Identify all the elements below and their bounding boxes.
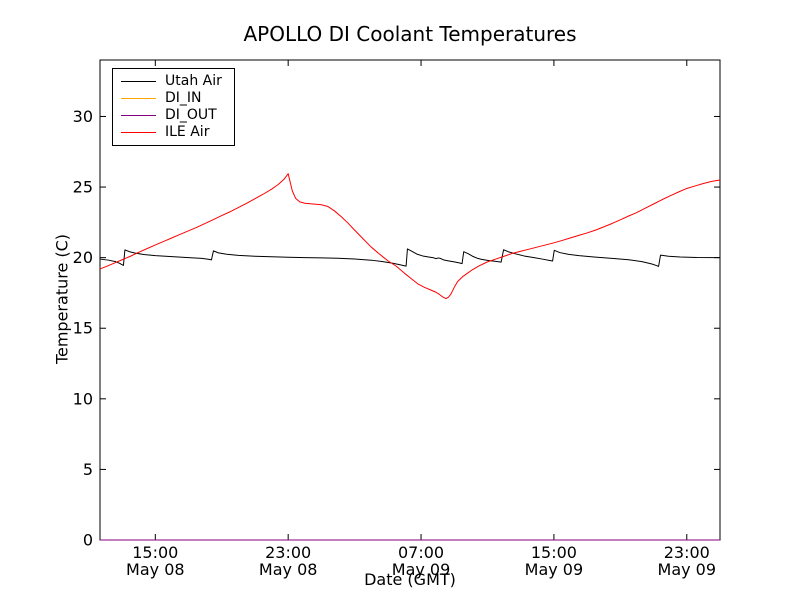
y-axis-label: Temperature (C) <box>52 233 72 365</box>
legend-label: Utah Air <box>165 73 222 89</box>
x-tick-label-date: May 08 <box>126 560 185 579</box>
y-tick-label: 25 <box>73 178 93 197</box>
x-tick-label-date: May 09 <box>525 560 584 579</box>
y-tick-label: 10 <box>73 389 93 408</box>
y-tick-label: 20 <box>73 248 93 267</box>
x-tick-label-date: May 09 <box>392 560 451 579</box>
legend: Utah Air DI_IN DI_OUT ILE Air <box>112 68 235 146</box>
x-tick-label-time: 23:00 <box>664 543 710 562</box>
legend-item-ile-air: ILE Air <box>121 124 222 140</box>
x-tick-label-time: 15:00 <box>132 543 178 562</box>
legend-line-sample-utah-air <box>121 80 156 82</box>
legend-item-utah-air: Utah Air <box>121 73 222 89</box>
y-tick-label: 15 <box>73 319 93 338</box>
x-tick-label-date: May 08 <box>259 560 318 579</box>
legend-line-sample-di-in <box>121 97 156 99</box>
legend-label: DI_IN <box>165 90 202 106</box>
x-tick-label-date: May 09 <box>658 560 717 579</box>
legend-label: ILE Air <box>165 124 210 140</box>
series-line-utah-air <box>99 248 721 267</box>
legend-line-sample-di-out <box>121 114 156 116</box>
legend-item-di-in: DI_IN <box>121 90 222 106</box>
legend-item-di-out: DI_OUT <box>121 107 222 123</box>
x-axis-label: Date (GMT) <box>364 570 456 589</box>
legend-label: DI_OUT <box>165 107 217 123</box>
y-tick-label: 30 <box>73 107 93 126</box>
chart-title: APOLLO DI Coolant Temperatures <box>243 22 577 46</box>
legend-line-sample-ile-air <box>121 131 156 133</box>
y-tick-label: 0 <box>83 531 93 550</box>
series-line-ile-air <box>99 173 721 300</box>
y-tick-label: 5 <box>83 460 93 479</box>
x-tick-label-time: 07:00 <box>398 543 444 562</box>
x-tick-label-time: 23:00 <box>265 543 311 562</box>
x-tick-label-time: 15:00 <box>531 543 577 562</box>
